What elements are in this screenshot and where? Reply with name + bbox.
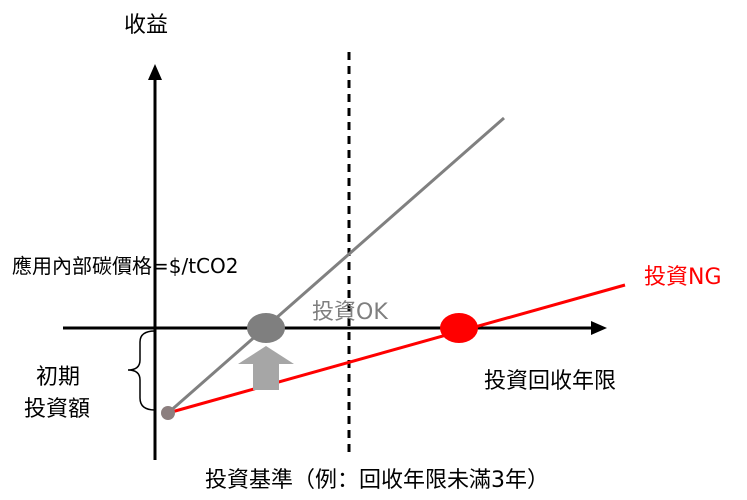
invest-ok-label: 投資OK: [312, 300, 388, 325]
y-axis-arrowhead: [148, 64, 162, 80]
red-breakeven-marker: [440, 313, 478, 343]
up-arrow-icon: [238, 346, 294, 390]
invest-ng-label: 投資NG: [644, 265, 722, 290]
y-axis-label: 收益: [124, 13, 169, 38]
red-revenue-line: [167, 283, 626, 415]
left-brace-icon: [127, 330, 156, 411]
x-axis-label: 投資回收年限: [484, 369, 617, 394]
x-axis-arrowhead: [591, 321, 607, 335]
initial-investment-point: [161, 406, 175, 420]
criterion-label: 投資基準（例：回收年限未滿3年）: [205, 468, 549, 493]
initial-investment-label-line1: 初期: [36, 365, 81, 390]
gray-breakeven-marker: [247, 313, 285, 343]
internal-carbon-price-label: 應用內部碳價格=$/tCO2: [12, 254, 239, 278]
gray-revenue-line: [167, 116, 505, 415]
initial-investment-label-line2: 投資額: [24, 397, 91, 422]
